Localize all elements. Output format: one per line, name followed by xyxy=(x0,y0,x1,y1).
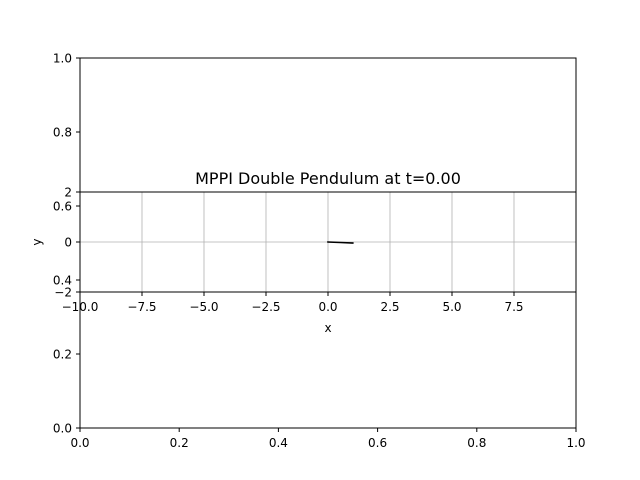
pendulum-y-tick-label: 2 xyxy=(64,186,72,200)
pendulum-x-tick-label: −2.5 xyxy=(251,300,280,314)
pendulum-x-tick-label: 2.5 xyxy=(380,300,399,314)
pendulum-arm-line xyxy=(327,241,354,244)
background-x-tick-label: 0.8 xyxy=(467,436,486,450)
pendulum-x-tick-label: −5.0 xyxy=(189,300,218,314)
pendulum-x-tick-label: 0.0 xyxy=(318,300,337,314)
pendulum-title: MPPI Double Pendulum at t=0.00 xyxy=(195,169,461,188)
pendulum-y-tick-label: 0 xyxy=(64,236,72,250)
background-y-ticks: 0.0 0.2 0.4 0.6 0.8 1.0 xyxy=(53,52,80,436)
pendulum-axes: −10.0 −7.5 −5.0 −2.5 0.0 2.5 5.0 7.5 −2 0 2 MPPI … xyxy=(30,169,577,335)
background-axes: 0.0 0.2 0.4 0.6 0.8 1.0 0.0 0.2 0.4 0.6 0.8 1.0 xyxy=(53,52,586,451)
pendulum-x-ticks: −10.0 −7.5 −5.0 −2.5 0.0 2.5 5.0 7.5 xyxy=(62,292,524,314)
background-x-tick-label: 1.0 xyxy=(566,436,585,450)
background-y-tick-label: 0.4 xyxy=(53,274,72,288)
pendulum-x-axis-label: x xyxy=(324,321,331,335)
background-y-tick-label: 0.8 xyxy=(53,126,72,140)
background-x-tick-label: 0.6 xyxy=(368,436,387,450)
pendulum-y-tick-label: −2 xyxy=(54,286,72,300)
pendulum-x-tick-label: −10.0 xyxy=(62,300,99,314)
pendulum-x-tick-label: −7.5 xyxy=(127,300,156,314)
background-x-tick-label: 0.0 xyxy=(70,436,89,450)
background-x-tick-label: 0.2 xyxy=(170,436,189,450)
pendulum-x-tick-label: 5.0 xyxy=(442,300,461,314)
background-x-ticks: 0.0 0.2 0.4 0.6 0.8 1.0 xyxy=(70,428,586,450)
background-y-tick-label: 1.0 xyxy=(53,52,72,66)
pendulum-y-ticks: −2 0 2 xyxy=(54,186,80,300)
background-y-tick-label: 0.2 xyxy=(53,348,72,362)
background-y-tick-label: 0.0 xyxy=(53,422,72,436)
background-y-tick-label: 0.6 xyxy=(53,200,72,214)
pendulum-y-axis-label: y xyxy=(30,238,44,245)
pendulum-x-tick-label: 7.5 xyxy=(504,300,523,314)
background-x-tick-label: 0.4 xyxy=(269,436,288,450)
pendulum-series xyxy=(327,241,354,244)
